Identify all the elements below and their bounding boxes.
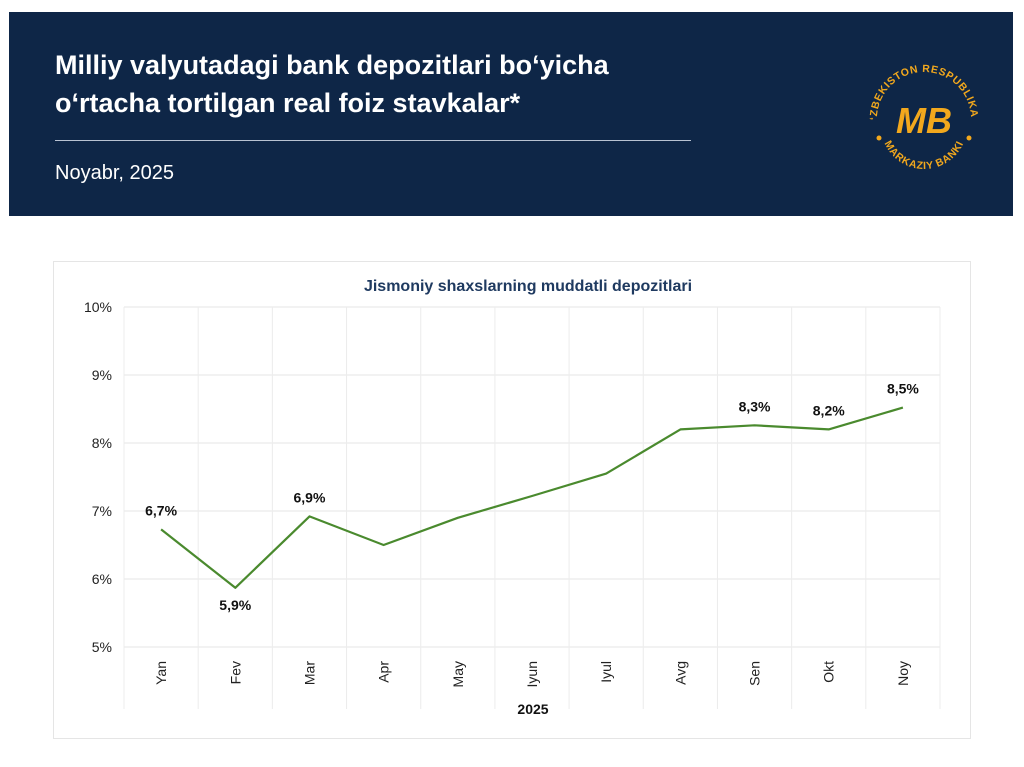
chart-card: Jismoniy shaxslarning muddatli depozitla… [53,261,971,739]
x-tick-label: Mar [301,661,317,685]
logo-monogram: MB [896,100,952,141]
logo-dot-right [966,135,972,141]
logo-bottom-text: MARKAZIY BANKI [882,139,967,172]
logo-dot-left [876,135,882,141]
report-date: Noyabr, 2025 [55,162,174,184]
x-tick-label: Okt [821,661,837,683]
data-label: 6,9% [293,489,325,505]
x-tick-label: May [450,661,466,687]
data-label: 8,2% [813,402,845,418]
x-tick-label: Avg [672,661,688,685]
y-tick-label: 8% [92,435,112,451]
line-chart: Jismoniy shaxslarning muddatli depozitla… [84,278,941,717]
x-tick-label: Noy [895,661,911,686]
data-label: 5,9% [219,597,251,613]
x-tick-label: Yan [153,661,169,685]
y-tick-label: 10% [84,299,112,315]
x-tick-label: Iyul [598,661,614,683]
x-tick-label: Apr [376,661,392,683]
title-line-2: o‘rtacha tortilgan real foiz stavkalar* [55,88,521,118]
header-banner: Milliy valyutadagi bank depozitlari bo‘y… [9,12,1013,216]
central-bank-logo: O‘ZBEKISTON RESPUBLIKASI MARKAZIY BANKI … [861,56,980,172]
y-tick-label: 7% [92,503,112,519]
data-label: 8,5% [887,381,919,397]
x-tick-label: Iyun [524,661,540,687]
x-axis-title: 2025 [517,701,548,717]
x-axis-ticks: Yan Fev Mar Apr May Iyun Iyul Avg Sen Okt Noy [153,661,911,688]
data-label: 6,7% [145,502,177,518]
chart-grid [123,306,941,709]
y-axis-ticks: 5% 6% 7% 8% 9% 10% [84,299,112,655]
page-title: Milliy valyutadagi bank depozitlari bo‘y… [55,46,715,122]
y-tick-label: 9% [92,367,112,383]
y-tick-label: 5% [92,639,112,655]
data-label: 8,3% [739,398,771,414]
title-line-1: Milliy valyutadagi bank depozitlari bo‘y… [55,50,609,80]
y-tick-label: 6% [92,571,112,587]
header-divider [55,140,691,141]
x-tick-label: Fev [227,661,243,684]
series-line [160,406,904,589]
data-labels: 6,7% 5,9% 6,9% 8,3% 8,2% 8,5% [145,381,919,613]
chart-title: Jismoniy shaxslarning muddatli depozitla… [364,278,692,295]
x-tick-label: Sen [747,661,763,686]
